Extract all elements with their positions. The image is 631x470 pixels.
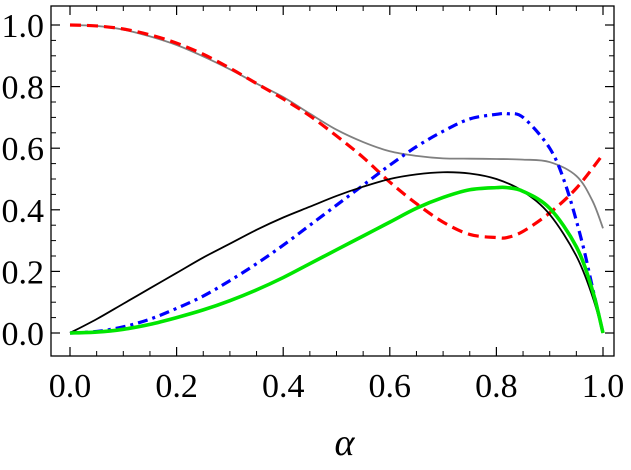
series-line-3	[69, 111, 605, 335]
x-tick-label: 0.8	[475, 368, 518, 405]
series-line-5	[69, 185, 605, 335]
y-tick-label: 0.4	[2, 193, 45, 230]
x-tick-label: 0.6	[369, 368, 412, 405]
series-line-2	[69, 23, 605, 240]
series-line-4	[69, 171, 604, 334]
series-layer	[69, 23, 605, 335]
y-tick-label: 0.0	[2, 316, 45, 353]
y-tick-label: 0.8	[2, 70, 45, 107]
plot-frame	[50, 5, 615, 357]
x-tick-label: 0.4	[262, 368, 305, 405]
y-tick-label: 0.6	[2, 131, 45, 168]
x-axis-title: α	[335, 422, 356, 464]
tick-layer: 0.0 0.2 0.4 0.6 0.8 1.0 0.0 0.2 0.4 0.6 0.8 1.0	[2, 6, 625, 405]
series-line-1	[69, 24, 604, 229]
y-tick-label: 1.0	[2, 8, 45, 45]
x-tick-label: 0.2	[155, 368, 198, 405]
y-tick-label: 0.2	[2, 254, 45, 291]
x-tick-label: 1.0	[582, 368, 625, 405]
x-tick-label: 0.0	[49, 368, 92, 405]
